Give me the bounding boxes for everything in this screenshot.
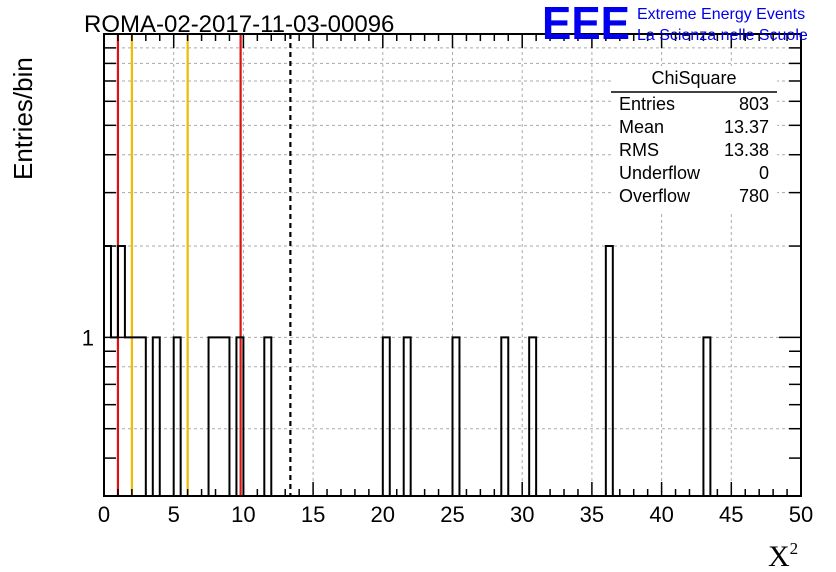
x-tick-label: 10	[231, 502, 255, 527]
stats-row-value: 0	[759, 163, 769, 183]
stats-row-label: RMS	[619, 140, 659, 160]
x-axis-label: X2	[768, 539, 798, 572]
y-axis-ticks: 1	[82, 33, 801, 497]
stats-row-value: 803	[739, 94, 769, 114]
x-tick-label: 15	[301, 502, 325, 527]
stats-row-label: Underflow	[619, 163, 701, 183]
stats-row-value: 13.38	[724, 140, 769, 160]
histogram-outline	[103, 245, 801, 497]
logo-line-2: La Scienza nelle Scuole	[637, 27, 808, 44]
x-tick-label: 40	[649, 502, 673, 527]
stats-title: ChiSquare	[651, 68, 736, 88]
eee-logo: EEE	[542, 0, 630, 49]
stats-box: ChiSquare Entries 803 Mean 13.37 RMS 13.38 Und…	[611, 66, 777, 214]
x-tick-label: 30	[510, 502, 534, 527]
x-tick-label: 0	[98, 502, 110, 527]
x-tick-label: 20	[371, 502, 395, 527]
x-axis-ticks: 0 5 10 15 20 25 30 35 40 45 50	[98, 34, 813, 527]
stats-row-value: 13.37	[724, 117, 769, 137]
stats-row-label: Mean	[619, 117, 664, 137]
stats-row-label: Overflow	[619, 186, 691, 206]
x-tick-label: 25	[440, 502, 464, 527]
y-tick-label: 1	[82, 325, 94, 350]
stats-row-label: Entries	[619, 94, 675, 114]
logo-line-1: Extreme Energy Events	[637, 6, 805, 23]
x-tick-label: 45	[719, 502, 743, 527]
y-axis-label: Entries/bin	[8, 57, 38, 180]
stats-row-value: 780	[739, 186, 769, 206]
x-tick-label: 5	[168, 502, 180, 527]
x-tick-label: 50	[789, 502, 813, 527]
chart-title: ROMA-02-2017-11-03-00096	[84, 11, 394, 38]
x-tick-label: 35	[580, 502, 604, 527]
